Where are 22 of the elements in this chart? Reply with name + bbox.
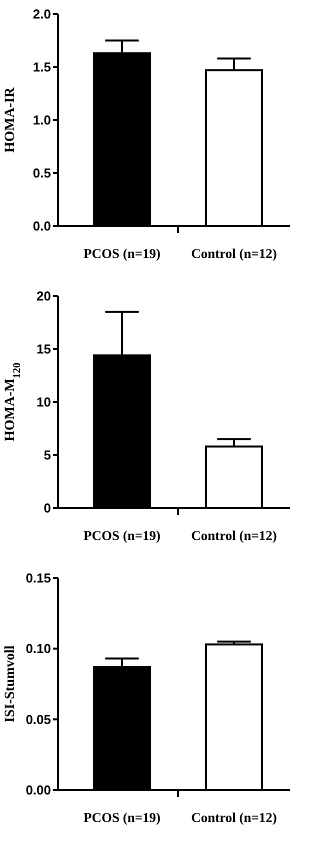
y-tick-label: 1.5 — [32, 60, 51, 75]
y-tick-label: 0.10 — [26, 641, 51, 656]
x-tick-label: PCOS (n=19) — [83, 246, 161, 261]
y-tick-label: 20 — [36, 288, 51, 304]
x-tick-label: PCOS (n=19) — [83, 528, 161, 543]
y-tick-label: 0.05 — [26, 712, 51, 727]
y-tick-label: 10 — [36, 394, 51, 410]
x-tick-label: Control (n=12) — [191, 246, 277, 261]
x-tick-label: Control (n=12) — [191, 528, 277, 543]
y-tick-label: 15 — [36, 342, 51, 357]
y-tick-label: 0.0 — [32, 218, 51, 234]
y-axis-title: HOMA-IR — [3, 86, 18, 153]
y-tick-label: 5 — [44, 448, 51, 463]
y-axis-title: ISI-Stumvoll — [3, 645, 18, 723]
x-tick-label: Control (n=12) — [191, 810, 277, 825]
y-tick-label: 0.5 — [32, 166, 51, 181]
y-tick-label: 0.00 — [26, 782, 51, 798]
y-tick-label: 2.0 — [32, 6, 51, 22]
y-tick-label: 0.15 — [26, 570, 51, 586]
y-tick-label: 0 — [44, 500, 51, 516]
y-tick-label: 1.0 — [32, 112, 51, 128]
x-tick-label: PCOS (n=19) — [83, 810, 161, 825]
